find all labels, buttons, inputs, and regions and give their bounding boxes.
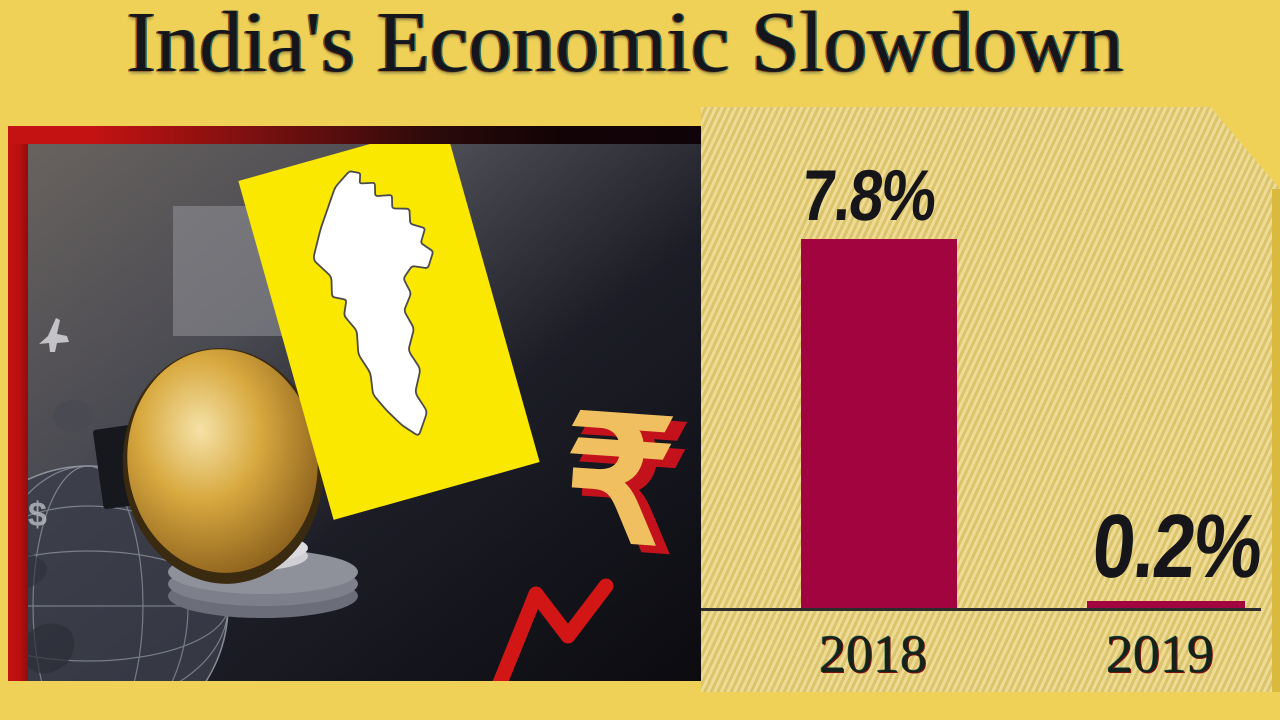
svg-text:$: $ <box>28 496 47 534</box>
svg-text:₹: ₹ <box>558 383 679 580</box>
